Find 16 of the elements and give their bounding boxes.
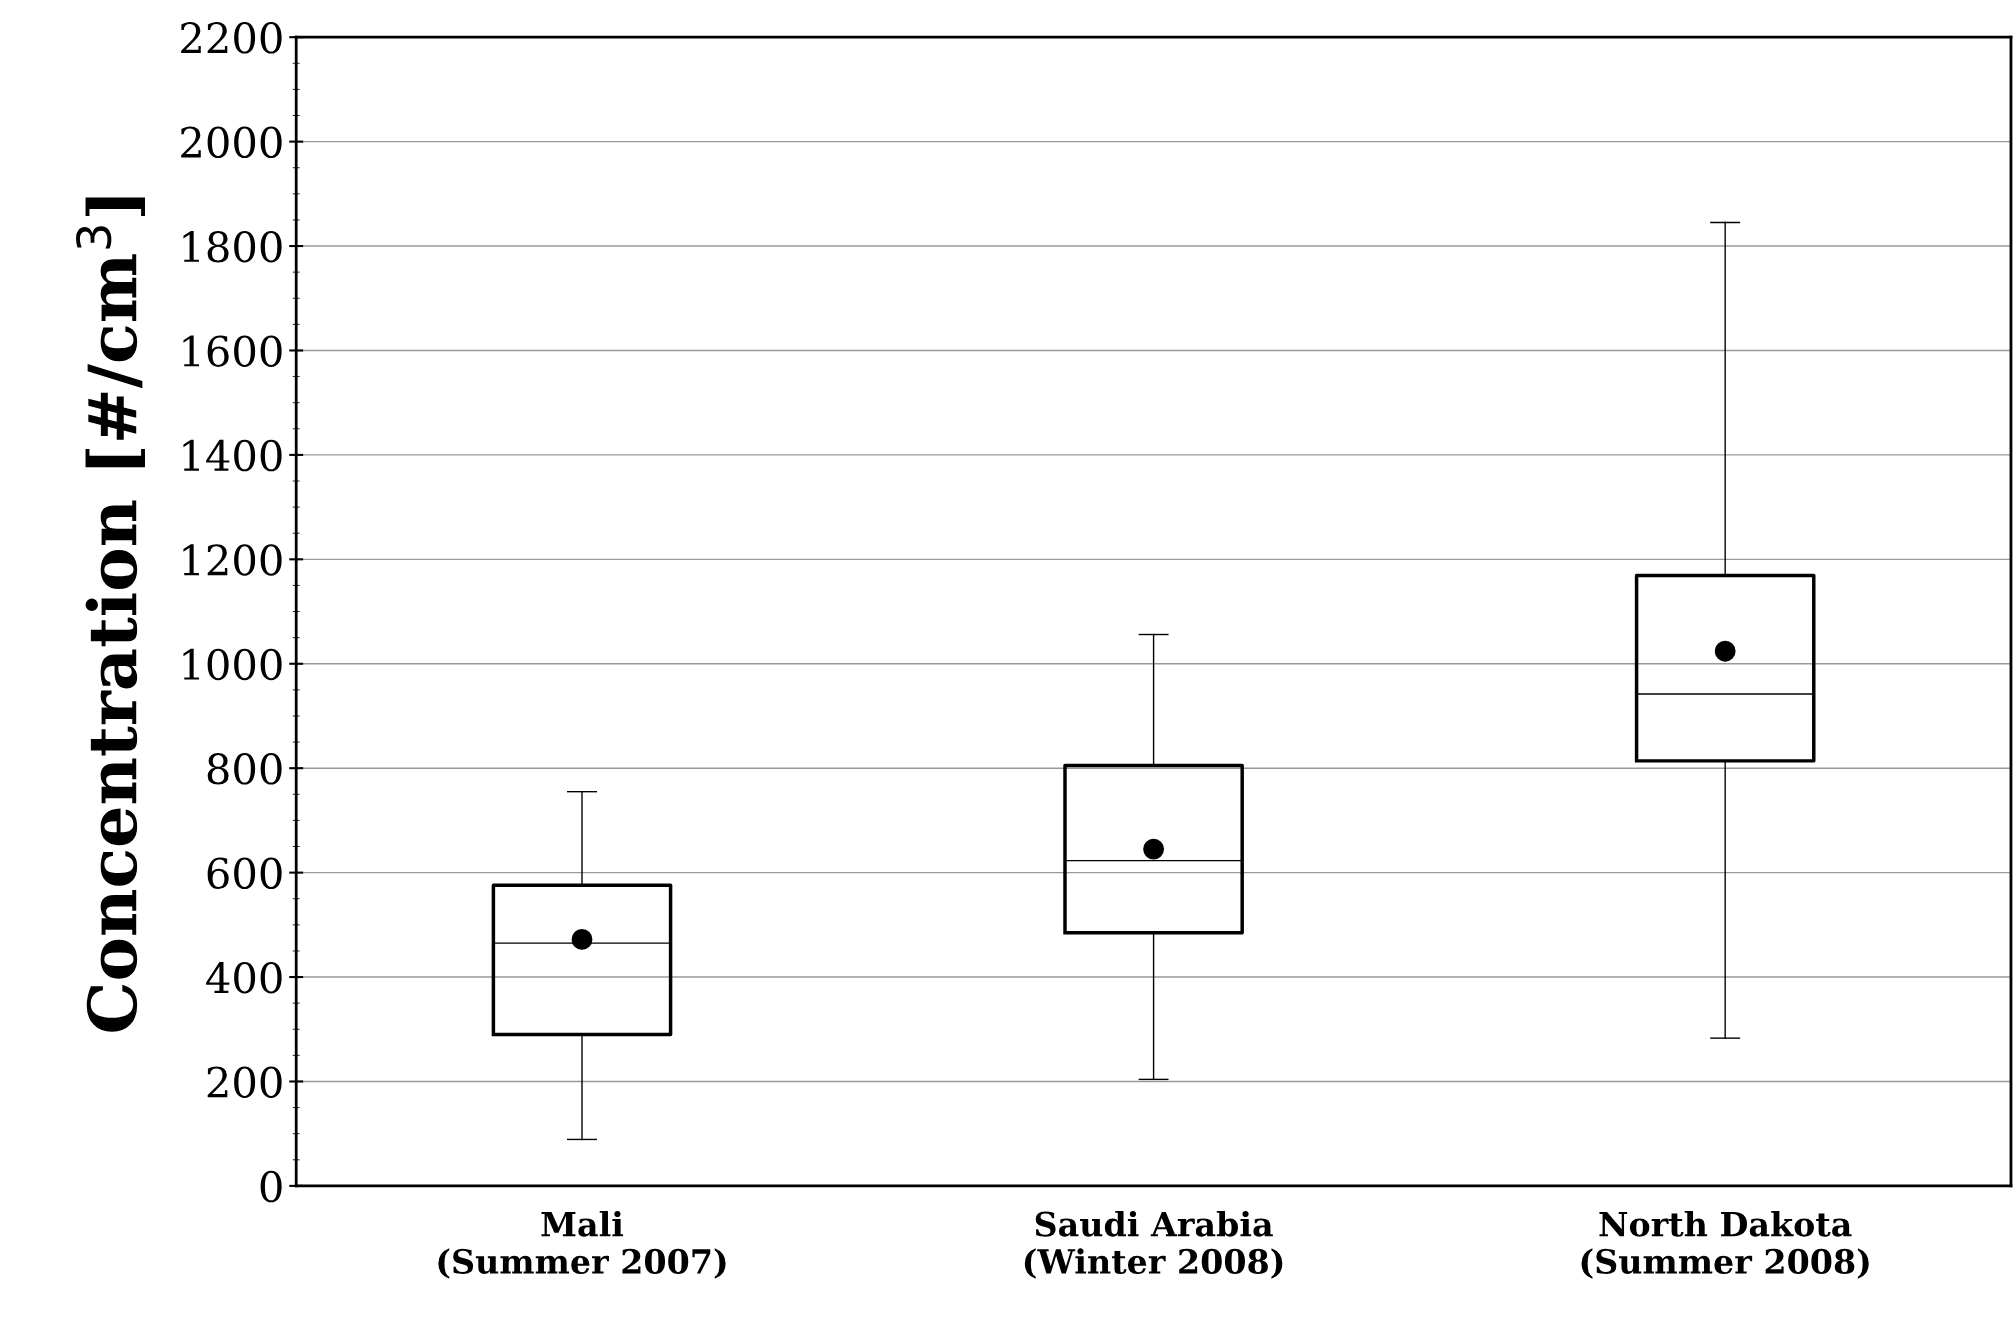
x-tick-label: Mali (Summer 2007) [438,1210,726,1279]
y-axis-title: Concentration [#/cm$^{3}$] [76,197,145,1032]
y-tick-label: 1000 [183,648,282,681]
y-tick-label: 1600 [183,335,282,367]
x-tick-label: North Dakota (Summer 2008) [1581,1210,1869,1279]
y-tick-label: 0 [260,1170,282,1203]
y-tick-label: 1400 [183,439,282,472]
y-tick-label: 2200 [181,22,282,54]
x-tick-label: Saudi Arabia (Winter 2008) [1024,1210,1283,1279]
y-tick-label: 400 [206,961,282,994]
y-tick-label: 1200 [183,544,282,576]
y-tick-label: 600 [207,857,282,890]
y-tick-label: 200 [207,1066,282,1098]
y-tick-label: 1800 [183,230,282,263]
y-tick-label: 800 [207,753,282,785]
y-tick-label: 2000 [181,126,282,159]
